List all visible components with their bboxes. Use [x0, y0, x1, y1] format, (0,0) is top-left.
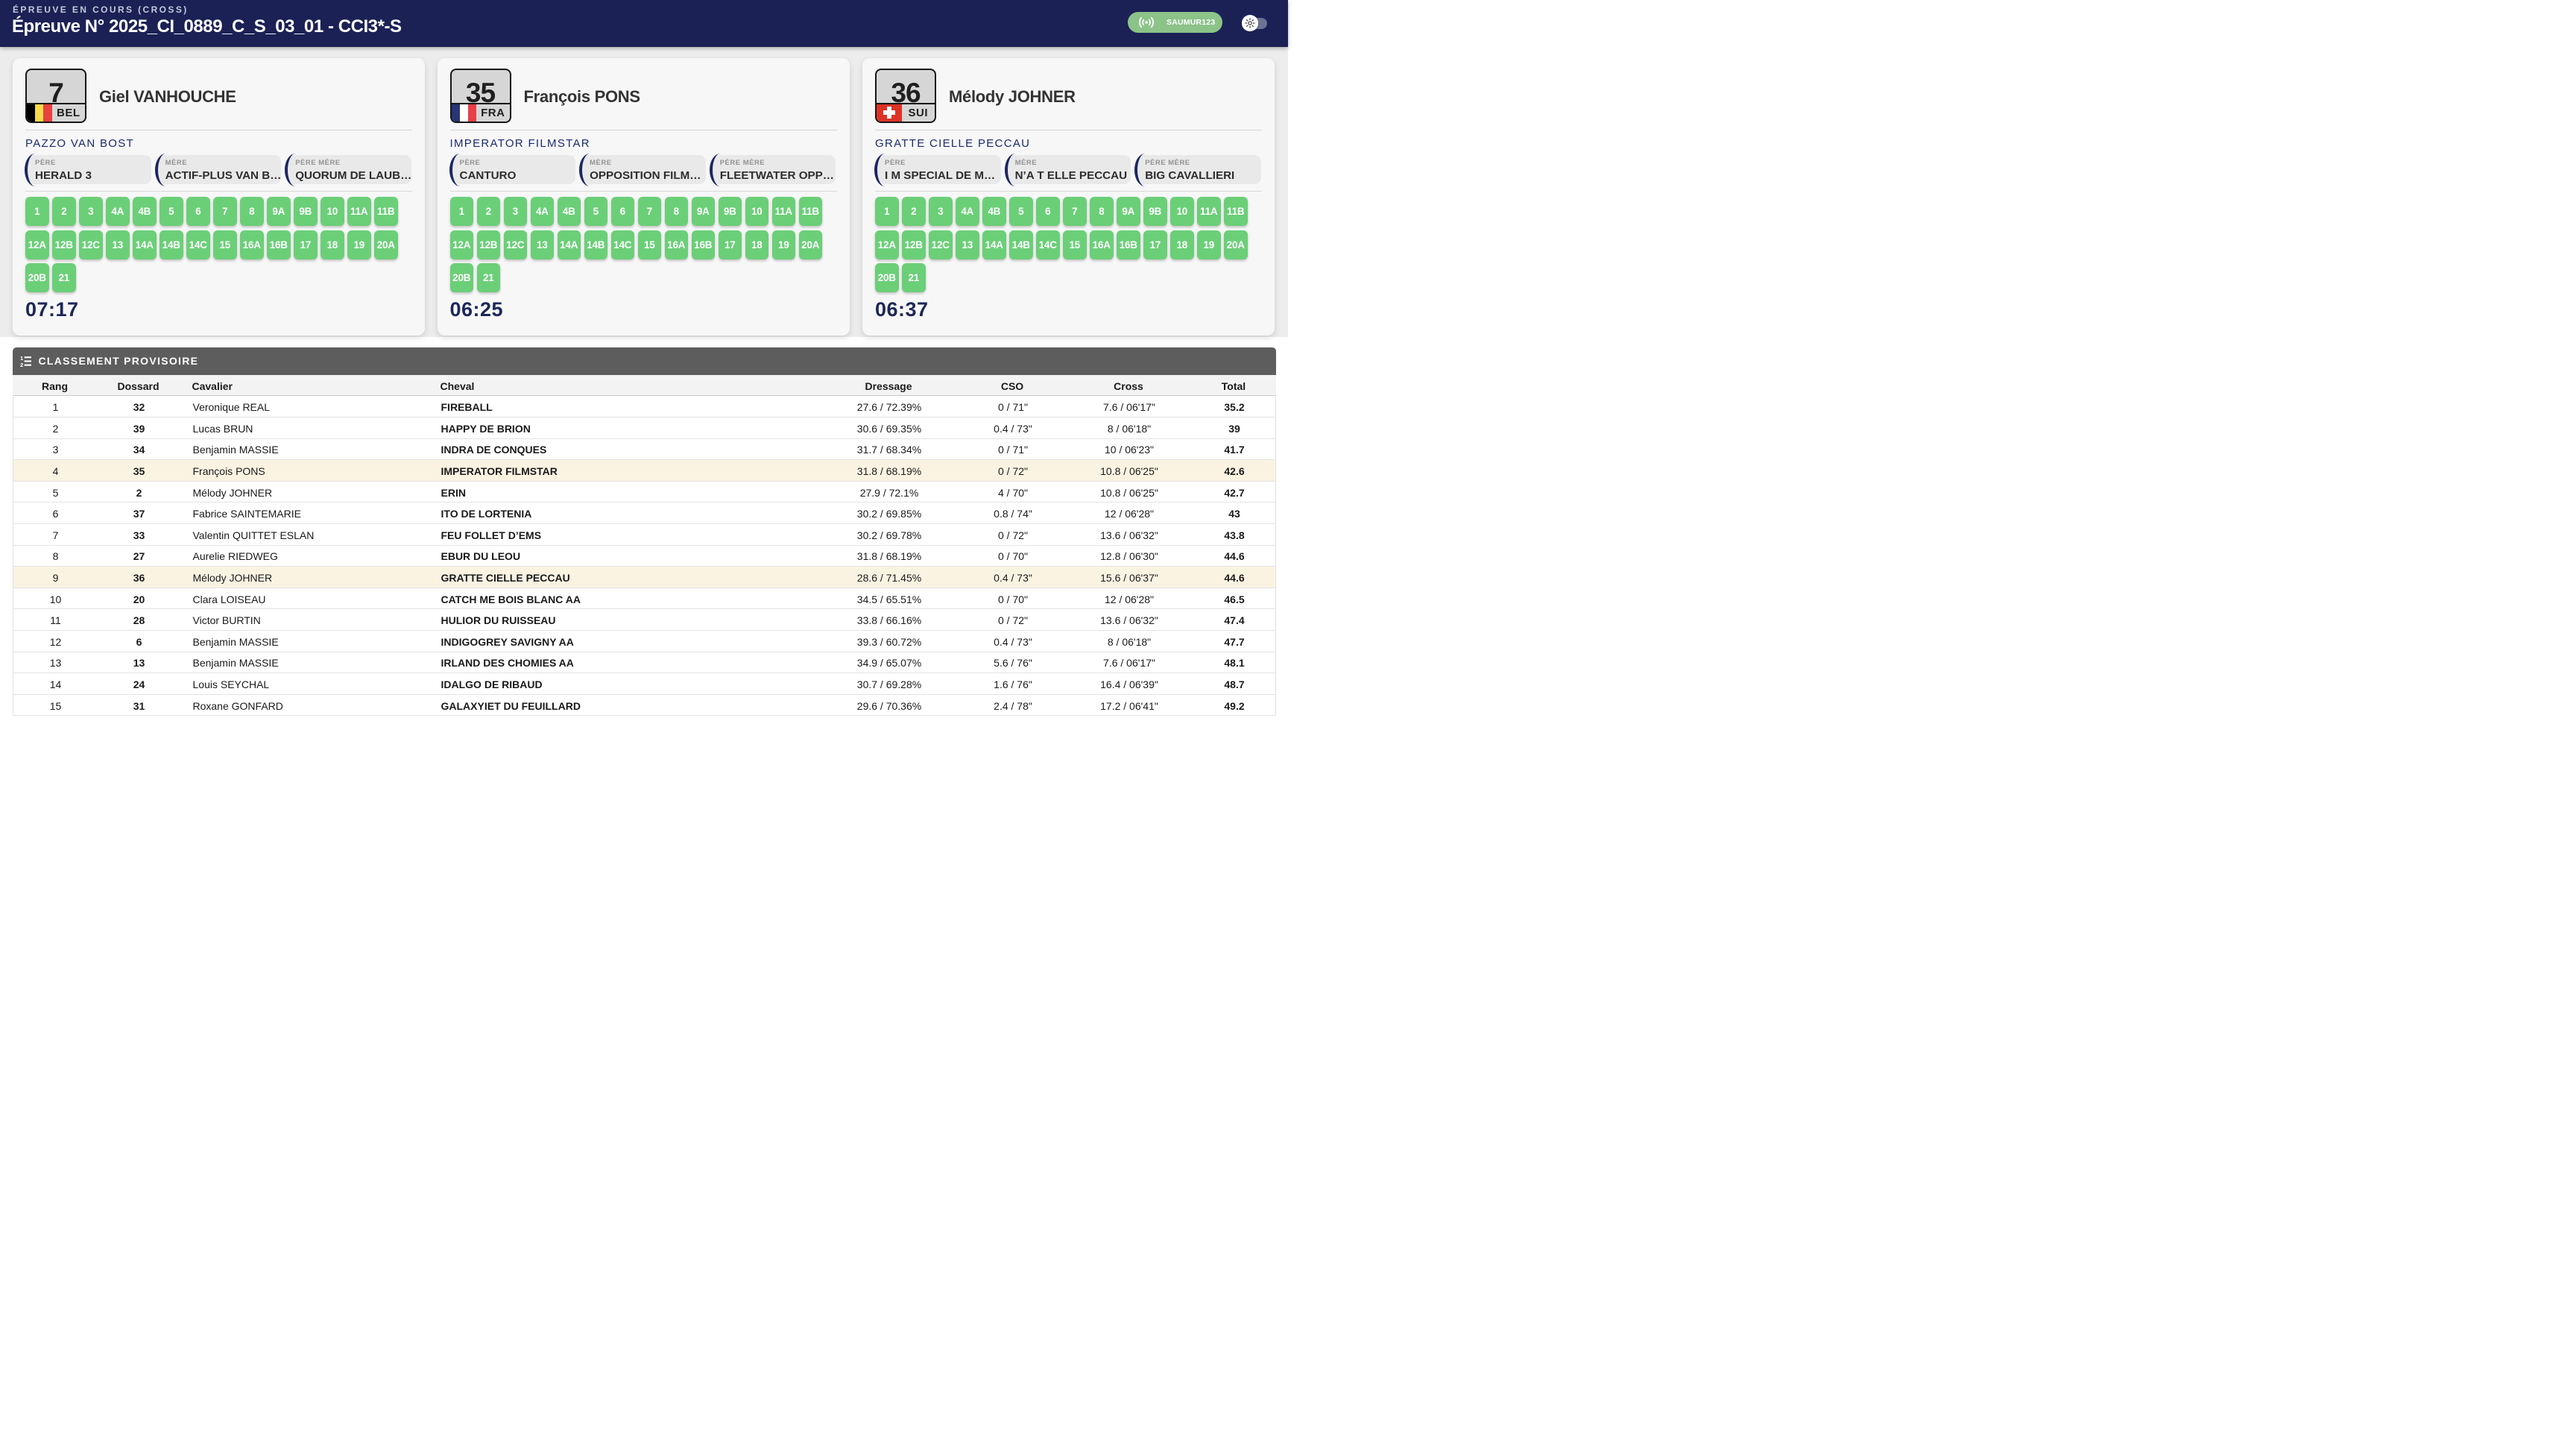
svg-text:2: 2 [20, 362, 23, 367]
svg-text:1: 1 [20, 356, 23, 362]
